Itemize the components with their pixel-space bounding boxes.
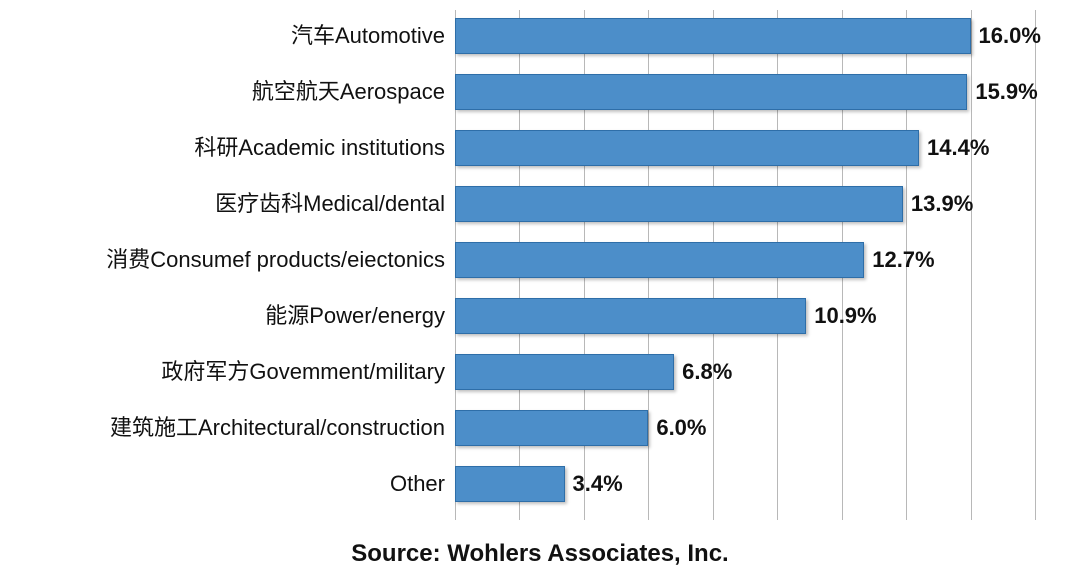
- category-label: 建筑施工Architectural/construction: [110, 410, 445, 446]
- bar-value-label: 15.9%: [975, 74, 1037, 110]
- chart-container: 16.0% 15.9% 14.4% 13.9% 12.7% 10.9% 6.8% 6.0% 3.…: [0, 0, 1080, 584]
- bar: [455, 130, 919, 166]
- plot-area: 16.0%15.9%14.4%13.9%12.7%10.9%6.8%6.0%3.…: [455, 10, 1035, 520]
- bar-value-label: 12.7%: [872, 242, 934, 278]
- category-label: 消费Consumef products/eiectonics: [106, 242, 445, 278]
- bar-value-label: 13.9%: [911, 186, 973, 222]
- bar: [455, 186, 903, 222]
- bar: [455, 410, 648, 446]
- bar: [455, 466, 565, 502]
- bar: [455, 298, 806, 334]
- category-label: Other: [390, 466, 445, 502]
- category-label: 政府军方Govemment/military: [161, 354, 445, 390]
- bar-value-label: 3.4%: [573, 466, 623, 502]
- category-label: 能源Power/energy: [265, 298, 445, 334]
- bar-value-label: 10.9%: [814, 298, 876, 334]
- bar-value-label: 6.0%: [656, 410, 706, 446]
- source-caption: Source: Wohlers Associates, Inc.: [0, 540, 1080, 568]
- category-label: 航空航天Aerospace: [252, 74, 445, 110]
- category-label: 科研Academic institutions: [194, 130, 445, 166]
- bar: [455, 18, 971, 54]
- bar: [455, 354, 674, 390]
- bar-value-label: 16.0%: [979, 18, 1041, 54]
- bar-value-label: 14.4%: [927, 130, 989, 166]
- category-label: 汽车Automotive: [291, 18, 445, 54]
- bar-value-label: 6.8%: [682, 354, 732, 390]
- category-label: 医疗齿科Medical/dental: [215, 186, 445, 222]
- bar: [455, 242, 864, 278]
- gridline: [971, 10, 972, 520]
- bar: [455, 74, 967, 110]
